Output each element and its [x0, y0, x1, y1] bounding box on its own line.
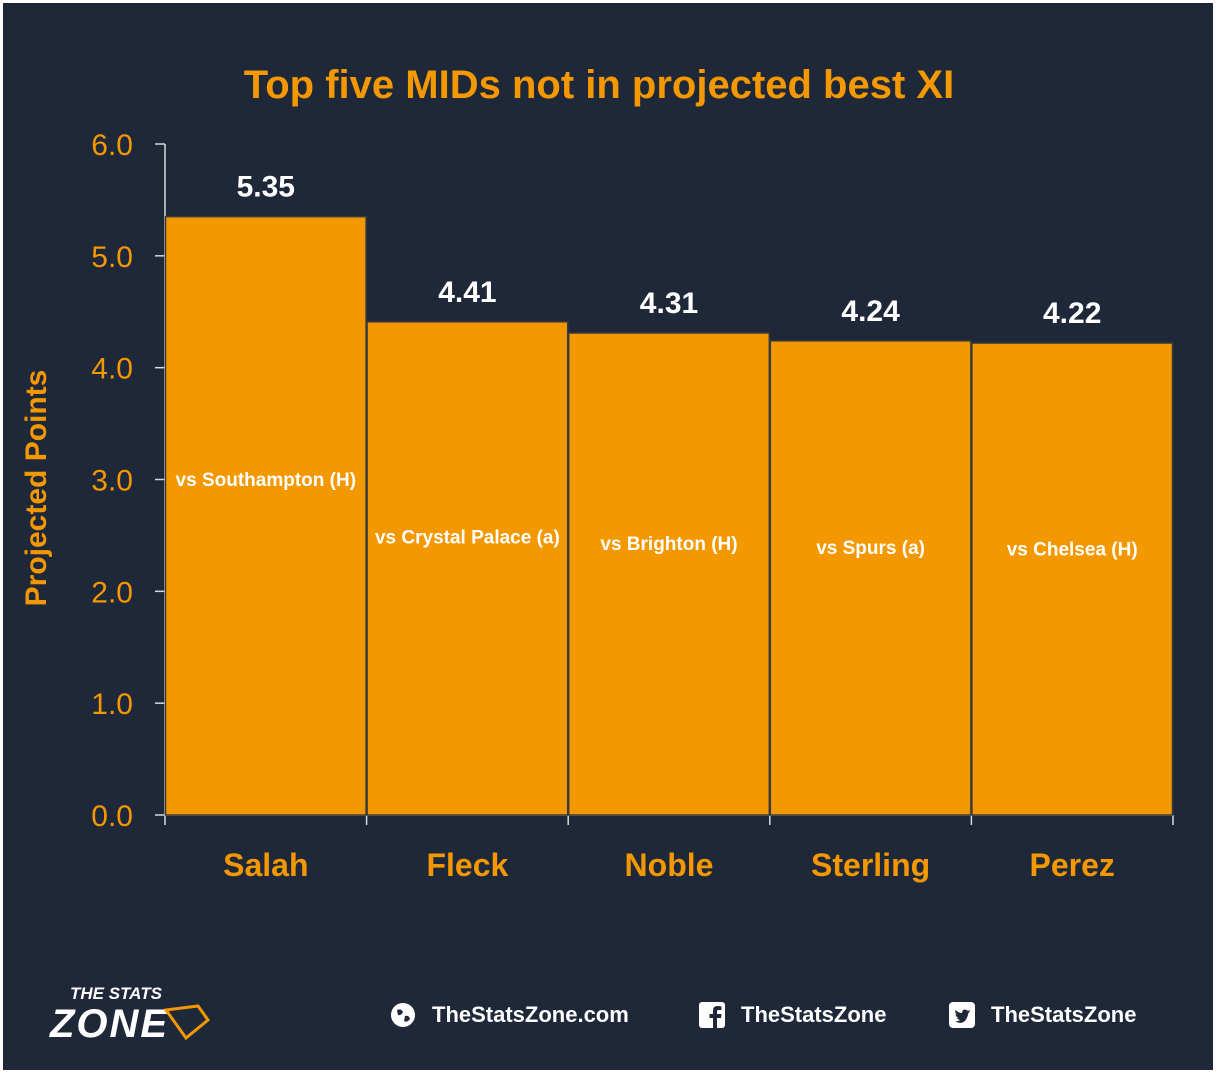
- twitter-text: TheStatsZone: [991, 1002, 1137, 1027]
- bar-perez: [971, 342, 1174, 816]
- facebook-text: TheStatsZone: [741, 1002, 887, 1027]
- x-tick-label: Noble: [625, 847, 714, 883]
- facebook-link[interactable]: TheStatsZone: [697, 998, 886, 1032]
- bar-fixture-label: vs Southampton (H): [176, 470, 357, 491]
- y-tick-label: 6.0: [91, 129, 133, 162]
- x-axis: Salah Fleck Noble Sterling Perez: [164, 814, 1174, 883]
- twitter-link[interactable]: TheStatsZone: [947, 998, 1136, 1032]
- website-link[interactable]: TheStatsZone.com: [388, 998, 629, 1032]
- y-axis-label: Projected Points: [20, 370, 53, 607]
- x-tick-label: Sterling: [811, 847, 930, 883]
- y-tick-label: 2.0: [91, 576, 133, 609]
- value-label: 4.41: [438, 276, 496, 309]
- logo-bottom-text: ZONE: [49, 1002, 169, 1042]
- logo-top-text: THE STATS: [70, 984, 163, 1003]
- facebook-icon: [697, 1000, 727, 1030]
- stats-zone-logo: THE STATS ZONE: [49, 984, 211, 1042]
- y-tick-label: 5.0: [91, 241, 133, 274]
- value-label: 4.22: [1043, 297, 1101, 330]
- bars: 5.35 vs Southampton (H) 4.41 vs Crystal Pal…: [164, 171, 1174, 816]
- y-tick-label: 0.0: [91, 800, 133, 833]
- bar-fixture-label: vs Crystal Palace (a): [375, 528, 560, 549]
- bar-salah: [164, 215, 367, 816]
- y-tick-label: 4.0: [91, 353, 133, 386]
- chart-title: Top five MIDs not in projected best XI: [244, 63, 954, 107]
- bar-noble: [567, 332, 771, 816]
- x-tick-label: Perez: [1030, 847, 1115, 883]
- bar-fixture-label: vs Chelsea (H): [1007, 539, 1138, 560]
- bar-fixture-label: vs Brighton (H): [600, 534, 737, 555]
- bar-fleck: [366, 321, 569, 816]
- value-label: 4.31: [640, 287, 698, 320]
- twitter-icon: [947, 1000, 977, 1030]
- bar-sterling: [769, 340, 972, 816]
- y-tick-label: 3.0: [91, 465, 133, 498]
- website-text: TheStatsZone.com: [432, 1002, 629, 1027]
- y-tick-label: 1.0: [91, 688, 133, 721]
- y-axis: 0.0 1.0 2.0 3.0 4.0 5.0 6.0: [91, 129, 166, 833]
- value-label: 4.24: [841, 295, 900, 328]
- bar-fixture-label: vs Spurs (a): [816, 538, 925, 559]
- value-label: 5.35: [237, 171, 295, 204]
- globe-icon: [388, 1000, 418, 1030]
- x-tick-label: Salah: [223, 847, 308, 883]
- logo-accent-shape: [163, 1004, 211, 1041]
- x-tick-label: Fleck: [426, 847, 508, 883]
